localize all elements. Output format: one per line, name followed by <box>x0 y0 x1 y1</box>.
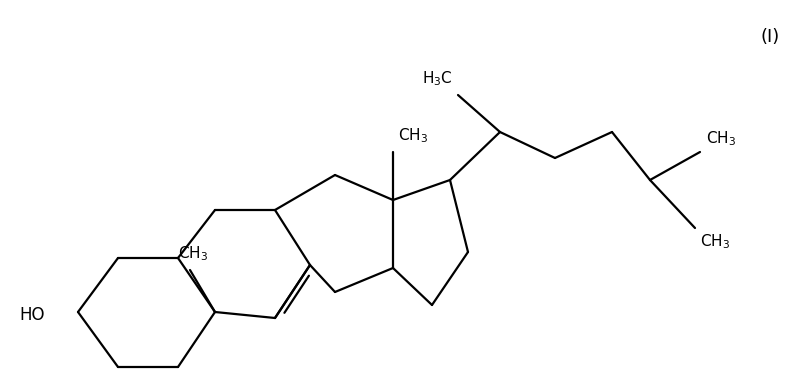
Text: CH$_3$: CH$_3$ <box>700 232 730 251</box>
Text: HO: HO <box>19 306 45 324</box>
Text: CH$_3$: CH$_3$ <box>706 129 736 148</box>
Text: CH$_3$: CH$_3$ <box>398 126 428 145</box>
Text: (I): (I) <box>761 28 780 46</box>
Text: H$_3$C: H$_3$C <box>423 69 453 88</box>
Text: CH$_3$: CH$_3$ <box>178 244 208 263</box>
